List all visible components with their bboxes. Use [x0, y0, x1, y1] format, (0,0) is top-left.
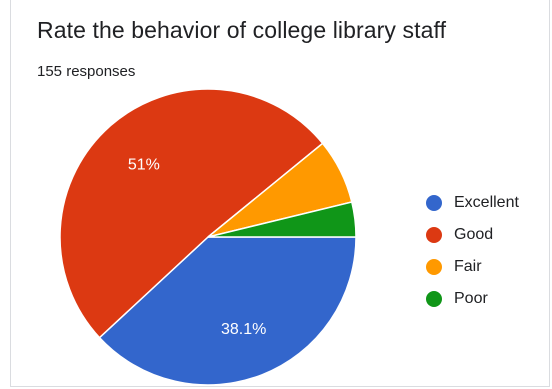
legend-label: Poor — [454, 290, 488, 307]
legend-swatch-excellent — [426, 195, 442, 211]
pie-chart: 38.1% 51% — [59, 88, 357, 386]
legend-item-poor[interactable]: Poor — [426, 283, 519, 315]
legend-item-good[interactable]: Good — [426, 219, 519, 251]
chart-card: Rate the behavior of college library sta… — [10, 0, 550, 387]
chart-title: Rate the behavior of college library sta… — [37, 17, 447, 43]
slice-label-excellent: 38.1% — [221, 321, 266, 338]
legend-swatch-good — [426, 227, 442, 243]
legend-label: Excellent — [454, 194, 519, 211]
legend-label: Good — [454, 226, 494, 243]
response-count: 155 responses — [37, 63, 136, 80]
legend-swatch-fair — [426, 259, 442, 275]
pie-slice-good[interactable] — [59, 88, 324, 339]
pie-slice-excellent[interactable] — [98, 236, 357, 386]
slice-label-good: 51% — [128, 156, 160, 173]
legend-label: Fair — [454, 258, 482, 275]
legend-item-excellent[interactable]: Excellent — [426, 187, 519, 219]
legend-swatch-poor — [426, 291, 442, 307]
pie-slice-poor[interactable] — [207, 201, 357, 238]
legend: Excellent Good Fair Poor — [426, 187, 519, 315]
legend-item-fair[interactable]: Fair — [426, 251, 519, 283]
